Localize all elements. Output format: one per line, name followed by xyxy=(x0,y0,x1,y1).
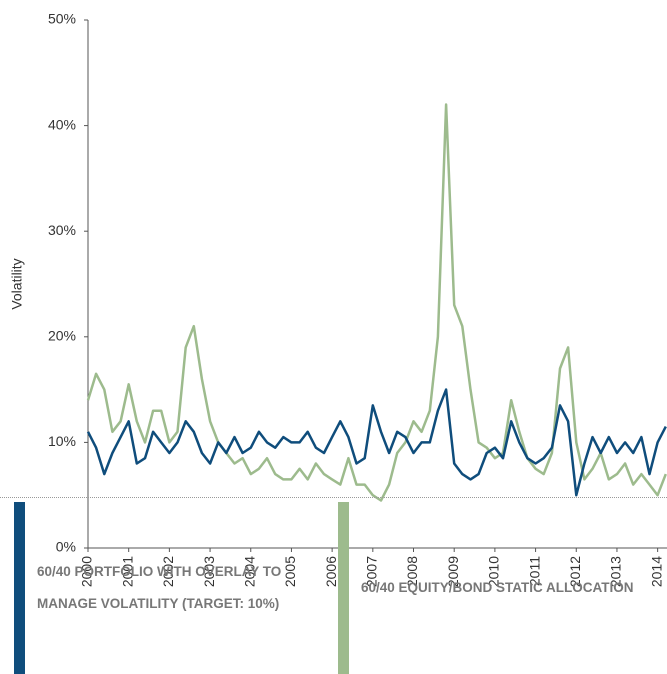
x-tick-label: 2000 xyxy=(79,556,95,587)
y-tick-label: 40% xyxy=(48,116,76,132)
legend-label: 60/40 PORTFOLIO WITH OVERLAY TO MANAGE V… xyxy=(37,564,282,611)
x-tick-label: 2004 xyxy=(241,556,257,587)
x-tick-label: 2003 xyxy=(201,556,217,587)
x-tick-label: 2006 xyxy=(323,556,339,587)
legend: 60/40 PORTFOLIO WITH OVERLAY TO MANAGE V… xyxy=(0,497,667,674)
legend-entry: 60/40 EQUITY/BOND STATIC ALLOCATION xyxy=(338,502,667,674)
series-line xyxy=(86,103,667,502)
y-tick-label: 20% xyxy=(48,328,76,344)
x-tick-label: 2001 xyxy=(119,556,135,587)
x-tick-label: 2012 xyxy=(567,556,583,587)
x-tick-label: 2008 xyxy=(404,556,420,587)
y-tick-label: 0% xyxy=(56,539,76,555)
x-tick-label: 2014 xyxy=(648,556,664,587)
x-tick-label: 2013 xyxy=(608,556,624,587)
y-axis-label: Volatility xyxy=(9,258,25,309)
x-tick-label: 2007 xyxy=(364,556,380,587)
y-tick-label: 30% xyxy=(48,222,76,238)
x-tick-label: 2010 xyxy=(486,556,502,587)
x-tick-label: 2002 xyxy=(160,556,176,587)
legend-entry: 60/40 PORTFOLIO WITH OVERLAY TO MANAGE V… xyxy=(14,502,334,674)
y-tick-label: 10% xyxy=(48,433,76,449)
series-line xyxy=(86,388,667,497)
x-tick-label: 2011 xyxy=(526,556,542,586)
x-tick-label: 2009 xyxy=(445,556,461,587)
legend-label: 60/40 EQUITY/BOND STATIC ALLOCATION xyxy=(361,580,634,595)
x-tick-label: 2005 xyxy=(282,556,298,587)
y-tick-label: 50% xyxy=(48,11,76,27)
